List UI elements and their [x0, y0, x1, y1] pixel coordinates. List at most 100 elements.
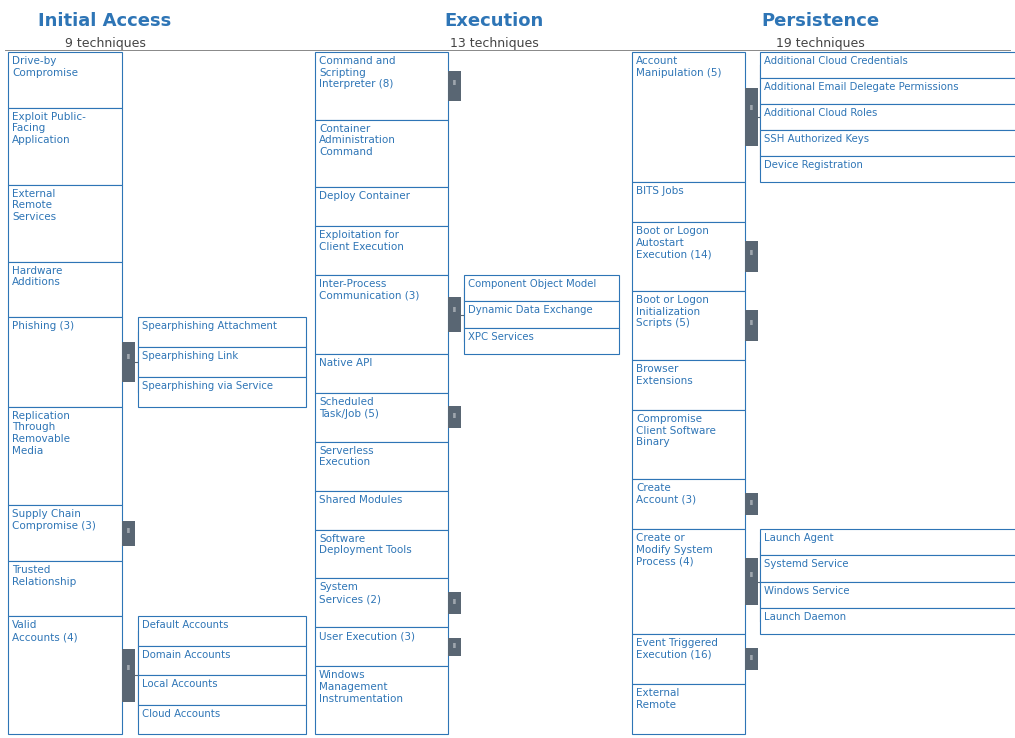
Bar: [315, 187, 448, 227]
Bar: [632, 292, 745, 360]
Bar: [138, 705, 306, 734]
Text: External
Remote
Services: External Remote Services: [12, 189, 56, 222]
Text: Native API: Native API: [319, 358, 373, 368]
Bar: [8, 108, 122, 184]
Text: 19 techniques: 19 techniques: [775, 36, 865, 49]
Bar: [138, 616, 306, 646]
Text: Additional Cloud Roles: Additional Cloud Roles: [764, 108, 877, 118]
Text: External
Remote: External Remote: [636, 688, 679, 710]
Bar: [315, 627, 448, 666]
Text: Device Registration: Device Registration: [764, 160, 863, 170]
Bar: [8, 184, 122, 261]
Bar: [632, 410, 745, 479]
Text: II: II: [127, 528, 131, 534]
Bar: [315, 227, 448, 275]
Text: II: II: [749, 320, 753, 325]
Bar: [760, 104, 1015, 130]
Bar: [8, 506, 122, 561]
Bar: [8, 261, 122, 317]
Bar: [745, 310, 758, 341]
Text: Domain Accounts: Domain Accounts: [142, 650, 230, 660]
Text: II: II: [453, 644, 457, 649]
Text: Cloud Accounts: Cloud Accounts: [142, 708, 220, 719]
Text: II: II: [453, 308, 457, 314]
Bar: [8, 616, 122, 734]
Bar: [315, 393, 448, 442]
Text: 9 techniques: 9 techniques: [65, 36, 145, 49]
Text: Spearphishing via Service: Spearphishing via Service: [142, 381, 273, 391]
Bar: [122, 520, 135, 545]
Text: Valid
Accounts (4): Valid Accounts (4): [12, 621, 77, 642]
Bar: [315, 530, 448, 579]
Text: II: II: [749, 250, 753, 257]
Bar: [760, 156, 1015, 182]
Bar: [315, 120, 448, 187]
Text: Scheduled
Task/Job (5): Scheduled Task/Job (5): [319, 397, 379, 418]
Bar: [745, 648, 758, 670]
Text: Inter-Process
Communication (3): Inter-Process Communication (3): [319, 279, 419, 301]
Bar: [464, 328, 619, 354]
Bar: [448, 71, 461, 101]
Text: Drive-by
Compromise: Drive-by Compromise: [12, 56, 78, 77]
Text: Phishing (3): Phishing (3): [12, 321, 74, 331]
Bar: [315, 275, 448, 354]
Bar: [760, 555, 1015, 582]
Bar: [760, 52, 1015, 78]
Bar: [448, 407, 461, 428]
Text: Browser
Extensions: Browser Extensions: [636, 365, 693, 386]
Bar: [745, 558, 758, 605]
Bar: [8, 561, 122, 616]
Text: II: II: [127, 665, 131, 671]
Text: Component Object Model: Component Object Model: [468, 279, 596, 289]
Text: Serverless
Execution: Serverless Execution: [319, 446, 374, 467]
Text: II: II: [127, 354, 131, 360]
Bar: [632, 635, 745, 684]
Text: Spearphishing Link: Spearphishing Link: [142, 351, 239, 361]
Bar: [448, 638, 461, 655]
Text: Launch Daemon: Launch Daemon: [764, 612, 847, 622]
Bar: [632, 182, 745, 222]
Text: Systemd Service: Systemd Service: [764, 559, 849, 569]
Bar: [760, 130, 1015, 156]
Text: Container
Administration
Command: Container Administration Command: [319, 124, 396, 157]
Text: Command and
Scripting
Interpreter (8): Command and Scripting Interpreter (8): [319, 56, 396, 89]
Text: Compromise
Client Software
Binary: Compromise Client Software Binary: [636, 414, 716, 447]
Bar: [315, 442, 448, 491]
Text: Deploy Container: Deploy Container: [319, 191, 410, 201]
Bar: [315, 52, 448, 120]
Bar: [632, 529, 745, 635]
Bar: [8, 52, 122, 108]
Text: Software
Deployment Tools: Software Deployment Tools: [319, 534, 412, 555]
Bar: [315, 491, 448, 530]
Text: Trusted
Relationship: Trusted Relationship: [12, 565, 76, 587]
Text: Local Accounts: Local Accounts: [142, 679, 217, 689]
Text: XPC Services: XPC Services: [468, 331, 534, 342]
Bar: [760, 529, 1015, 555]
Text: II: II: [453, 599, 457, 604]
Bar: [138, 675, 306, 705]
Bar: [138, 646, 306, 675]
Bar: [448, 297, 461, 332]
Bar: [138, 347, 306, 377]
Text: Exploit Public-
Facing
Application: Exploit Public- Facing Application: [12, 111, 86, 145]
Bar: [464, 301, 619, 328]
Text: Event Triggered
Execution (16): Event Triggered Execution (16): [636, 638, 718, 660]
Text: Exploitation for
Client Execution: Exploitation for Client Execution: [319, 230, 404, 252]
Text: Boot or Logon
Initialization
Scripts (5): Boot or Logon Initialization Scripts (5): [636, 295, 708, 328]
Bar: [315, 579, 448, 627]
Text: II: II: [749, 500, 753, 506]
Text: Dynamic Data Exchange: Dynamic Data Exchange: [468, 306, 593, 315]
Text: II: II: [749, 106, 753, 111]
Bar: [632, 684, 745, 734]
Bar: [315, 666, 448, 734]
Bar: [745, 241, 758, 272]
Bar: [745, 88, 758, 146]
Text: System
Services (2): System Services (2): [319, 582, 381, 604]
Bar: [138, 317, 306, 347]
Text: Boot or Logon
Autostart
Execution (14): Boot or Logon Autostart Execution (14): [636, 226, 712, 259]
Bar: [760, 582, 1015, 608]
Text: Execution: Execution: [445, 12, 544, 30]
Text: Initial Access: Initial Access: [39, 12, 172, 30]
Bar: [745, 493, 758, 515]
Text: 13 techniques: 13 techniques: [450, 36, 538, 49]
